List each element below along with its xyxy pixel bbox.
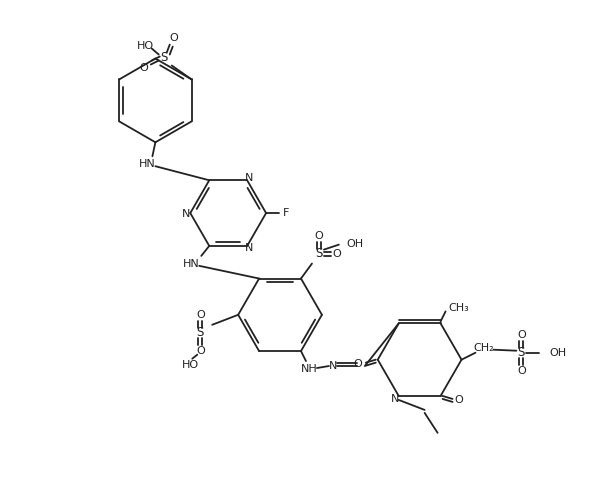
Text: N: N	[245, 243, 253, 253]
Text: S: S	[517, 346, 525, 359]
Text: N: N	[329, 361, 337, 371]
Text: CH₃: CH₃	[448, 304, 469, 313]
Text: O: O	[314, 231, 323, 241]
Text: O: O	[517, 330, 526, 340]
Text: HO: HO	[137, 41, 155, 51]
Text: F: F	[283, 208, 289, 218]
Text: OH: OH	[347, 239, 364, 248]
Text: OH: OH	[549, 347, 566, 358]
Text: N: N	[182, 209, 191, 219]
Text: N: N	[245, 173, 253, 183]
Text: O: O	[454, 395, 463, 405]
Text: NH: NH	[300, 364, 317, 374]
Text: HO: HO	[182, 360, 199, 369]
Text: CH₂: CH₂	[473, 343, 494, 353]
Text: S: S	[160, 51, 168, 64]
Text: O: O	[517, 366, 526, 376]
Text: S: S	[315, 247, 323, 260]
Text: O: O	[169, 33, 178, 42]
Text: O: O	[196, 310, 205, 320]
Text: S: S	[196, 326, 204, 339]
Text: HN: HN	[183, 259, 199, 269]
Text: O: O	[196, 346, 205, 356]
Text: N: N	[391, 394, 399, 404]
Text: O: O	[333, 248, 341, 259]
Text: O: O	[353, 359, 362, 368]
Text: O: O	[139, 62, 148, 73]
Text: HN: HN	[139, 159, 156, 169]
